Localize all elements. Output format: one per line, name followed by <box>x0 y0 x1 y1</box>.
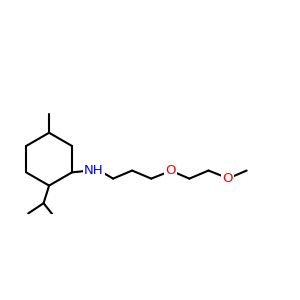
Text: NH: NH <box>84 164 104 177</box>
Text: O: O <box>222 172 233 185</box>
Text: O: O <box>165 164 175 177</box>
